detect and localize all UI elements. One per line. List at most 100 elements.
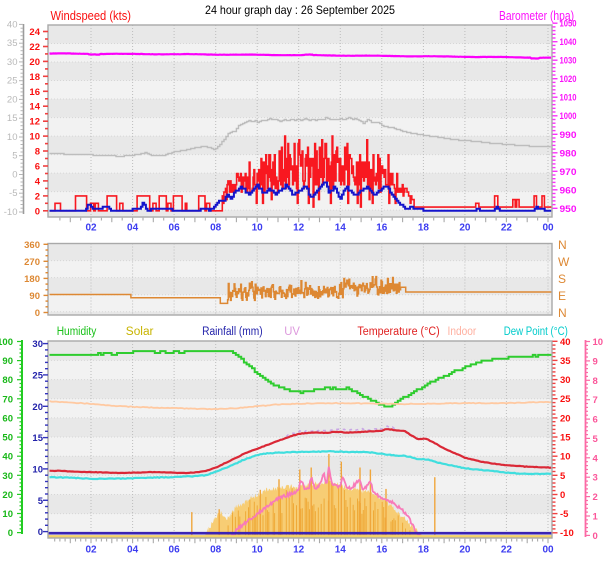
svg-text:10: 10 bbox=[2, 509, 13, 520]
svg-text:1: 1 bbox=[593, 512, 599, 523]
svg-text:20: 20 bbox=[29, 57, 40, 68]
svg-text:08: 08 bbox=[210, 223, 222, 234]
svg-text:15: 15 bbox=[7, 113, 18, 124]
svg-text:100: 100 bbox=[0, 337, 13, 348]
svg-text:12: 12 bbox=[293, 545, 305, 556]
svg-text:25: 25 bbox=[32, 370, 43, 381]
svg-text:20: 20 bbox=[7, 94, 18, 105]
svg-text:0: 0 bbox=[12, 170, 17, 181]
svg-text:2: 2 bbox=[35, 191, 40, 202]
svg-text:0: 0 bbox=[593, 531, 598, 542]
svg-text:N: N bbox=[558, 306, 567, 320]
svg-text:20: 20 bbox=[2, 490, 13, 501]
svg-text:35: 35 bbox=[560, 356, 571, 367]
svg-text:-10: -10 bbox=[560, 528, 574, 539]
svg-text:5: 5 bbox=[12, 151, 17, 162]
svg-text:02: 02 bbox=[85, 223, 97, 234]
svg-text:-5: -5 bbox=[560, 509, 569, 520]
svg-text:10: 10 bbox=[32, 464, 43, 475]
svg-text:0: 0 bbox=[35, 308, 40, 319]
svg-text:00: 00 bbox=[542, 223, 554, 234]
svg-text:50: 50 bbox=[2, 433, 13, 444]
svg-text:25: 25 bbox=[560, 394, 571, 405]
svg-text:5: 5 bbox=[560, 471, 566, 482]
svg-text:1040: 1040 bbox=[560, 37, 577, 48]
svg-text:18: 18 bbox=[418, 223, 430, 234]
svg-text:15: 15 bbox=[560, 433, 571, 444]
svg-text:-10: -10 bbox=[4, 207, 18, 218]
svg-text:0: 0 bbox=[560, 490, 565, 501]
svg-text:N: N bbox=[558, 238, 567, 252]
svg-text:Indoor: Indoor bbox=[448, 326, 477, 338]
svg-text:4: 4 bbox=[593, 453, 599, 464]
svg-text:Windspeed (kts): Windspeed (kts) bbox=[51, 9, 132, 23]
svg-text:180: 180 bbox=[24, 274, 40, 285]
svg-text:1000: 1000 bbox=[560, 111, 577, 122]
svg-text:35: 35 bbox=[7, 38, 18, 49]
svg-text:18: 18 bbox=[418, 545, 430, 556]
svg-text:W: W bbox=[558, 255, 570, 269]
svg-text:10: 10 bbox=[252, 223, 264, 234]
svg-text:8: 8 bbox=[593, 376, 598, 387]
svg-text:4: 4 bbox=[35, 176, 41, 187]
svg-text:0: 0 bbox=[35, 206, 40, 217]
svg-text:12: 12 bbox=[29, 117, 40, 128]
svg-text:08: 08 bbox=[210, 545, 222, 556]
svg-text:6: 6 bbox=[593, 415, 598, 426]
svg-text:10: 10 bbox=[560, 452, 571, 463]
svg-text:14: 14 bbox=[335, 223, 347, 234]
svg-text:70: 70 bbox=[2, 394, 13, 405]
svg-text:10: 10 bbox=[29, 132, 40, 143]
svg-text:90: 90 bbox=[2, 356, 13, 367]
svg-text:60: 60 bbox=[2, 413, 13, 424]
svg-text:14: 14 bbox=[29, 102, 40, 113]
svg-text:20: 20 bbox=[32, 402, 43, 413]
svg-text:Barometer (hpa): Barometer (hpa) bbox=[499, 9, 574, 23]
svg-text:1050: 1050 bbox=[560, 19, 577, 30]
svg-text:30: 30 bbox=[7, 57, 18, 68]
svg-text:22: 22 bbox=[501, 545, 513, 556]
svg-text:950: 950 bbox=[560, 204, 577, 215]
svg-text:3: 3 bbox=[593, 473, 598, 484]
svg-text:40: 40 bbox=[560, 337, 571, 348]
svg-text:40: 40 bbox=[7, 19, 18, 30]
svg-text:E: E bbox=[558, 289, 566, 303]
svg-text:40: 40 bbox=[2, 452, 13, 463]
svg-text:16: 16 bbox=[376, 545, 388, 556]
svg-text:10: 10 bbox=[593, 337, 604, 348]
svg-text:9: 9 bbox=[593, 356, 598, 367]
svg-text:960: 960 bbox=[560, 185, 577, 196]
svg-text:16: 16 bbox=[29, 87, 40, 98]
svg-text:06: 06 bbox=[169, 545, 181, 556]
svg-text:20: 20 bbox=[459, 223, 471, 234]
svg-text:5: 5 bbox=[38, 496, 44, 507]
svg-text:30: 30 bbox=[32, 339, 43, 350]
svg-text:-5: -5 bbox=[9, 188, 17, 199]
svg-text:04: 04 bbox=[127, 545, 139, 556]
svg-text:Solar: Solar bbox=[126, 326, 154, 338]
svg-text:5: 5 bbox=[593, 434, 599, 445]
svg-text:15: 15 bbox=[32, 433, 43, 444]
svg-text:360: 360 bbox=[24, 240, 40, 251]
svg-text:8: 8 bbox=[35, 147, 40, 158]
svg-text:Rainfall (mm): Rainfall (mm) bbox=[202, 326, 263, 338]
svg-text:24: 24 bbox=[29, 27, 40, 38]
svg-text:Humidity: Humidity bbox=[57, 326, 97, 338]
svg-text:18: 18 bbox=[29, 72, 40, 83]
svg-text:Dew Point (°C): Dew Point (°C) bbox=[504, 326, 568, 338]
svg-text:10: 10 bbox=[7, 132, 18, 143]
svg-text:30: 30 bbox=[2, 471, 13, 482]
svg-text:02: 02 bbox=[85, 545, 97, 556]
svg-text:UV: UV bbox=[284, 326, 300, 338]
svg-text:80: 80 bbox=[2, 375, 13, 386]
svg-text:0: 0 bbox=[38, 527, 43, 538]
svg-text:6: 6 bbox=[35, 162, 40, 173]
svg-text:990: 990 bbox=[560, 130, 577, 141]
svg-text:Temperature (°C): Temperature (°C) bbox=[357, 326, 439, 338]
svg-text:04: 04 bbox=[127, 223, 139, 234]
svg-text:22: 22 bbox=[29, 42, 40, 53]
svg-text:06: 06 bbox=[169, 223, 181, 234]
svg-text:14: 14 bbox=[335, 545, 347, 556]
svg-text:00: 00 bbox=[542, 545, 554, 556]
svg-text:22: 22 bbox=[501, 223, 513, 234]
